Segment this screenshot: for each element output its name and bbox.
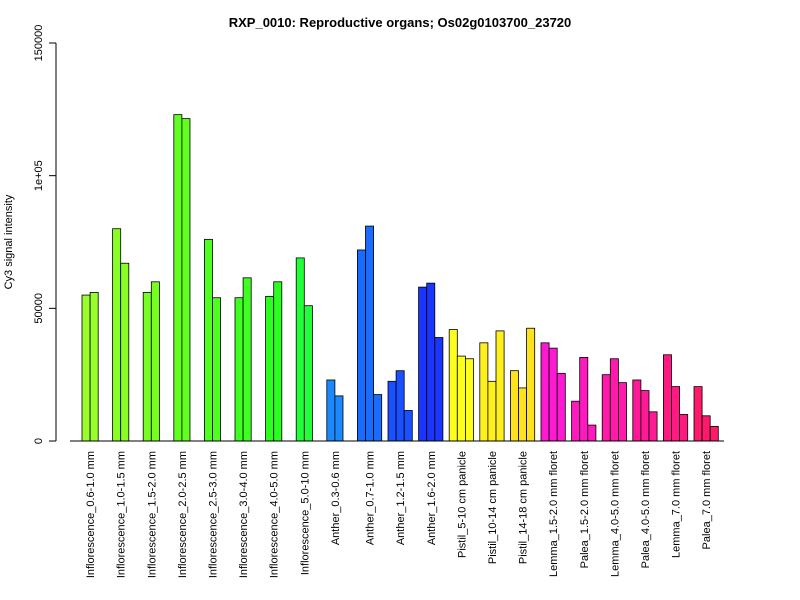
bar <box>112 228 122 442</box>
bar <box>373 394 383 442</box>
x-category-label: Anther_1.2-1.5 mm <box>395 451 407 545</box>
bar <box>181 118 191 442</box>
bar <box>456 355 466 442</box>
x-category-label: Inflorescence_3.0-4.0 mm <box>238 451 250 578</box>
x-category-label: Inflorescence_2.5-3.0 mm <box>208 451 220 578</box>
bar <box>632 379 642 442</box>
x-category-label: Pistil_10-14 cm panicle <box>487 451 499 564</box>
x-category-label: Inflorescence_0.6-1.0 mm <box>85 451 97 578</box>
bar <box>587 424 597 442</box>
bar <box>303 305 313 442</box>
y-axis-label: Cy3 signal intensity <box>3 194 15 289</box>
x-category-label: Anther_1.6-2.0 mm <box>426 451 438 545</box>
bar <box>356 249 366 442</box>
x-category-label: Pistil_5-10 cm panicle <box>456 451 468 558</box>
bar <box>640 390 650 442</box>
x-category-label: Anther_0.3-0.6 mm <box>330 451 342 545</box>
bar <box>518 387 528 442</box>
bar <box>150 281 160 442</box>
bar <box>448 329 458 442</box>
x-category-label: Lemma_4.0-5.0 mm floret <box>609 451 621 577</box>
y-tick-label: 1e+05 <box>33 160 45 191</box>
bar <box>601 374 611 442</box>
bar <box>509 370 519 442</box>
x-category-label: Lemma_1.5-2.0 mm floret <box>548 451 560 577</box>
bars <box>81 114 719 442</box>
bar <box>334 395 344 442</box>
bar <box>120 262 130 442</box>
chart-title: RXP_0010: Reproductive organs; Os02g0103… <box>229 15 572 30</box>
bar <box>464 358 474 442</box>
bar <box>671 386 681 442</box>
bar <box>709 426 719 442</box>
x-category-label: Inflorescence_1.0-1.5 mm <box>116 451 128 578</box>
y-tick-label: 150000 <box>33 25 45 62</box>
x-category-label: Anther_0.7-1.0 mm <box>365 451 377 545</box>
bar <box>173 114 183 442</box>
bar <box>395 370 405 442</box>
bar <box>693 386 703 442</box>
bar <box>556 372 566 442</box>
x-category-label: Palea_1.5-2.0 mm floret <box>579 451 591 568</box>
bar <box>487 380 497 442</box>
x-category-label: Inflorescence_4.0-5.0 mm <box>269 451 281 578</box>
bar <box>663 354 672 442</box>
x-category-label: Palea_4.0-5.0 mm floret <box>640 451 652 568</box>
bar <box>142 292 152 442</box>
bar <box>403 410 413 442</box>
bar <box>495 330 505 442</box>
bar <box>434 337 444 442</box>
bar <box>526 327 536 442</box>
bar <box>242 277 252 442</box>
bar <box>234 297 244 442</box>
bar <box>479 342 489 442</box>
bar <box>426 282 436 442</box>
y-tick-label: 0 <box>33 438 45 444</box>
bar <box>701 415 711 442</box>
bar <box>679 414 689 442</box>
x-category-label: Pistil_14-18 cm panicle <box>518 451 530 564</box>
y-tick-label: 50000 <box>33 293 45 324</box>
bar <box>203 238 213 442</box>
bar <box>81 294 91 442</box>
bar <box>548 347 558 442</box>
bar <box>609 358 619 442</box>
y-axis: 0 50000 1e+05 150000 <box>33 25 57 444</box>
x-axis-labels: Inflorescence_0.6-1.0 mm Inflorescence_1.… <box>85 451 713 578</box>
x-category-label: Inflorescence_1.5-2.0 mm <box>146 451 158 578</box>
x-category-label: Inflorescence_5.0-10 mm <box>299 451 311 575</box>
bar <box>579 357 589 442</box>
bar <box>387 380 397 442</box>
bar <box>326 379 336 442</box>
bar <box>418 286 428 442</box>
x-category-label: Inflorescence_2.0-2.5 mm <box>177 451 189 578</box>
bar <box>273 281 283 442</box>
bar <box>648 411 658 442</box>
bar <box>571 400 581 442</box>
bar <box>618 382 627 442</box>
bar <box>365 225 375 442</box>
bar <box>295 257 305 442</box>
x-category-label: Lemma_7.0 mm floret <box>671 451 683 558</box>
bar <box>265 295 275 442</box>
bar <box>540 342 550 442</box>
x-category-label: Palea_7.0 mm floret <box>701 451 713 549</box>
bar <box>89 292 99 442</box>
bar <box>212 297 222 442</box>
